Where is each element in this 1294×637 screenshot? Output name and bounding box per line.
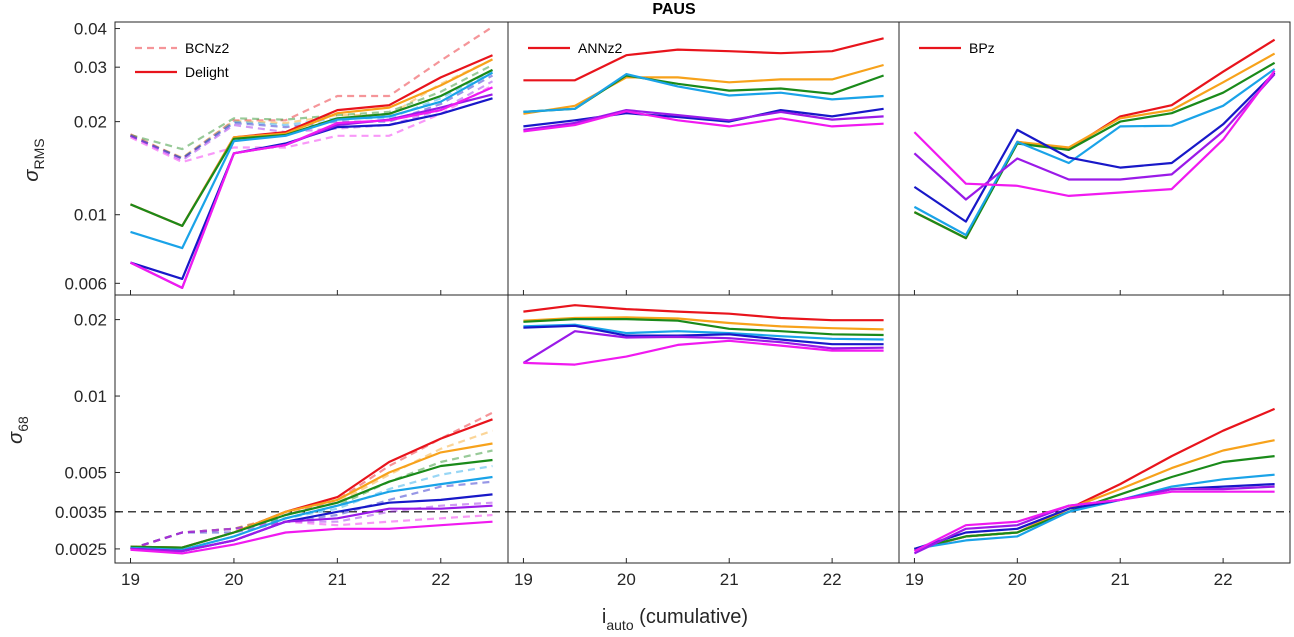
y-tick-label: 0.04 — [74, 20, 107, 39]
series-line-violet — [523, 108, 884, 131]
y-label-top-subscript: RMS — [31, 138, 47, 169]
y-tick-label: 0.0035 — [55, 503, 107, 522]
panel-frame — [898, 294, 1291, 564]
legend-label: BCNz2 — [185, 40, 230, 56]
series-line-violet — [913, 73, 1276, 201]
y-tick-label: 0.02 — [74, 113, 107, 132]
series-line-cyan — [523, 72, 884, 113]
x-label-rest: (cumulative) — [634, 606, 748, 628]
series-line-navy — [523, 324, 884, 346]
panel-frame — [507, 21, 900, 296]
series-line-magenta — [523, 339, 884, 366]
series-line-red — [523, 304, 884, 322]
series-line-cyan — [914, 473, 1275, 550]
series-line-violet — [130, 504, 493, 553]
panel-top-middle: ANNz2 — [507, 21, 900, 296]
y-label-top-symbol: σ — [21, 169, 43, 182]
legend-label: BPz — [969, 40, 995, 56]
x-tick-label: 22 — [431, 570, 450, 589]
series-line-green — [523, 318, 884, 337]
series-line-magenta — [130, 86, 493, 289]
series-line-green — [130, 458, 493, 549]
series-line-cyan — [913, 68, 1276, 237]
y-label-bottom-symbol: σ — [5, 431, 27, 444]
series-line-navy-dashed — [130, 480, 493, 550]
series-line-magenta-dashed — [130, 84, 494, 164]
series-line-magenta — [130, 520, 493, 555]
series-line-green — [913, 61, 1276, 240]
series-line-violet-dashed — [130, 80, 494, 162]
panel-bottom-left: 19 20 21 22 0.0025 0.0035 0.005 0.01 0.02 — [55, 294, 509, 589]
series-line-orange — [130, 58, 493, 227]
series-line-magenta — [523, 110, 884, 133]
x-axis-label: iauto (cumulative) — [602, 606, 748, 633]
legend-label: Delight — [185, 64, 229, 80]
legend-label: ANNz2 — [578, 40, 623, 56]
x-label-subscript: auto — [606, 617, 633, 633]
x-tick-label: 20 — [224, 570, 243, 589]
y-tick-label: 0.03 — [74, 58, 107, 77]
series-line-navy — [913, 71, 1276, 223]
x-tick-label: 19 — [121, 570, 140, 589]
series-line-orange — [523, 316, 884, 331]
series-line-magenta-dashed — [130, 513, 493, 550]
series-line-red — [130, 54, 493, 227]
x-label-main: i — [602, 606, 606, 628]
series-line-navy — [914, 483, 1275, 550]
x-tick-label: 19 — [905, 570, 924, 589]
series-line-magenta — [913, 70, 1276, 197]
y-axis-label-bottom: σ68 — [5, 416, 31, 444]
y-tick-label: 0.005 — [64, 463, 107, 482]
panel-top-right: BPz — [898, 21, 1291, 296]
x-tick-label: 20 — [1008, 570, 1027, 589]
x-tick-label: 21 — [328, 570, 347, 589]
y-tick-label: 0.006 — [64, 274, 107, 293]
y-tick-label: 0.01 — [74, 387, 107, 406]
series-line-green — [130, 68, 493, 227]
series-line-cyan — [523, 323, 884, 341]
x-tick-label: 22 — [1214, 570, 1233, 589]
series-line-green-dashed — [130, 64, 494, 151]
x-tick-label: 21 — [720, 570, 739, 589]
x-tick-label: 19 — [514, 570, 533, 589]
series-line-orange — [130, 442, 493, 549]
series-line-red-dashed — [130, 411, 493, 550]
x-tick-label: 21 — [1111, 570, 1130, 589]
series-line-navy-dashed — [130, 74, 494, 160]
series-line-red — [523, 37, 884, 82]
y-tick-label: 0.0025 — [55, 540, 107, 559]
series-line-cyan-dashed — [130, 464, 493, 550]
y-label-bottom-subscript: 68 — [15, 416, 31, 432]
y-tick-label: 0.02 — [74, 311, 107, 330]
series-line-cyan — [130, 71, 494, 250]
x-tick-label: 20 — [617, 570, 636, 589]
series-line-navy — [523, 107, 884, 128]
chart-title: PAUS — [652, 1, 696, 18]
x-tick-label: 22 — [823, 570, 842, 589]
panel-top-left: 0.006 0.01 0.02 0.03 0.04 BCNz2 Delight — [64, 20, 509, 296]
y-tick-label: 0.01 — [74, 206, 107, 225]
series-line-magenta — [913, 490, 1275, 553]
series-line-cyan — [130, 475, 493, 551]
panel-frame — [898, 21, 1291, 296]
panel-bottom-right: 19 20 21 22 — [898, 294, 1291, 589]
panel-bottom-middle: 19 20 21 22 — [507, 294, 900, 589]
series-line-violet-dashed — [130, 501, 493, 550]
series-line-violet — [522, 330, 884, 364]
series-line-orange — [523, 63, 884, 115]
series-line-red — [913, 38, 1276, 240]
y-axis-label-top: σRMS — [21, 138, 47, 181]
